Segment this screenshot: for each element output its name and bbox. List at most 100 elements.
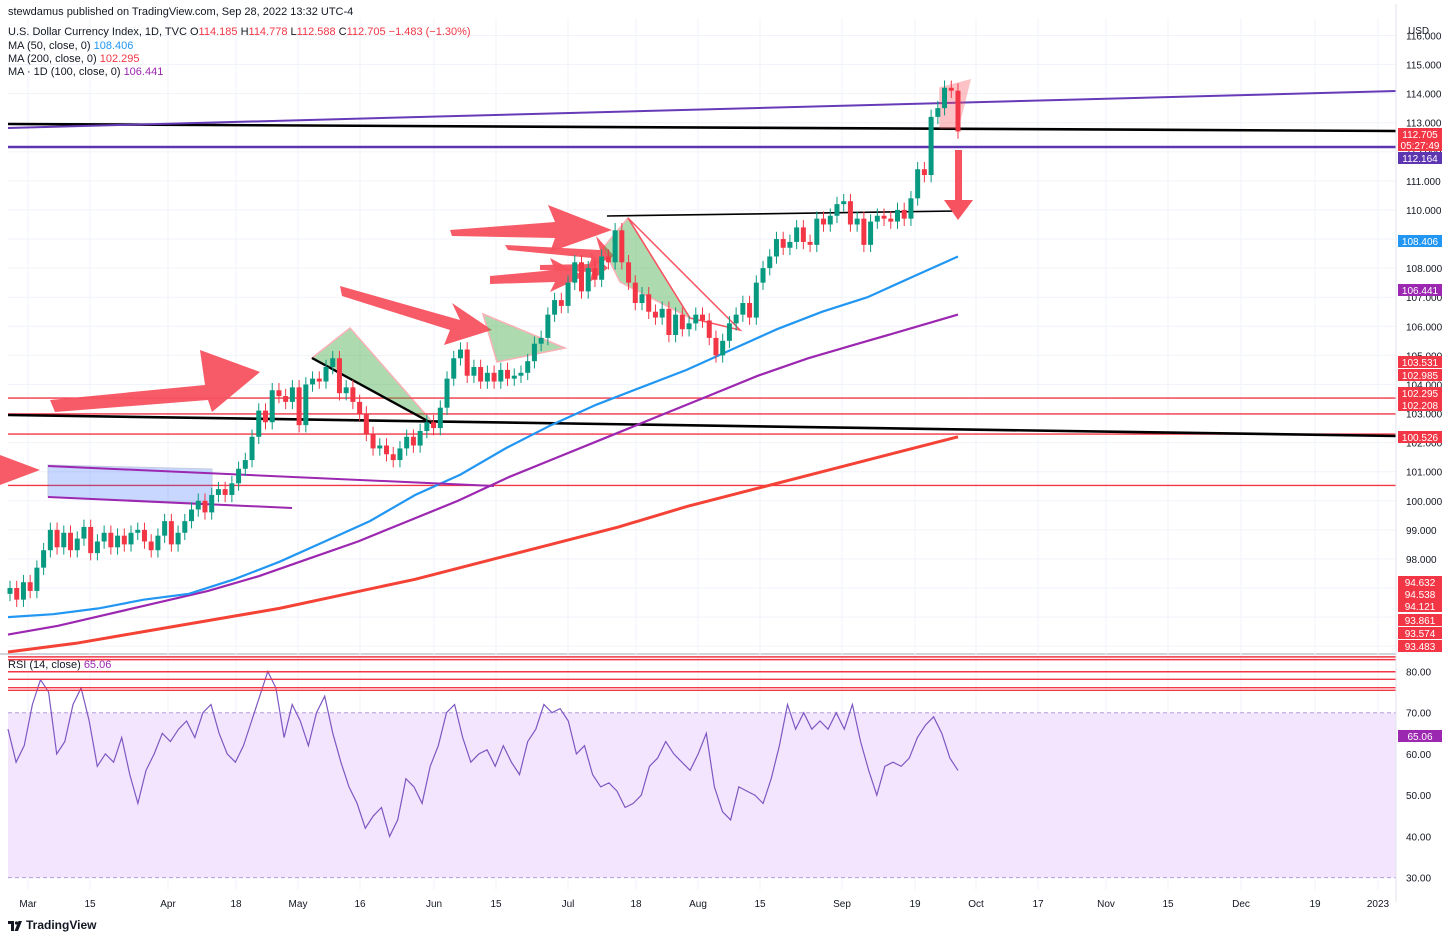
candle-body (410, 436, 416, 446)
price-badge-label: 94.632 (1405, 578, 1436, 589)
tradingview-brand[interactable]: TradingView (8, 918, 96, 932)
candle-body (827, 215, 833, 225)
candle-body (531, 343, 537, 362)
candle-body (505, 369, 511, 379)
price-badge-label: 112.164 (1402, 154, 1438, 165)
price-tick-label: 101.000 (1406, 468, 1443, 479)
price-badge (1398, 139, 1442, 151)
price-badge-label: 93.483 (1405, 642, 1436, 653)
candle-body (229, 483, 235, 495)
candle-body (437, 407, 443, 429)
candle-body (289, 387, 295, 402)
time-axis[interactable]: Mar 15 Apr 18 May 16 Jun 15 Jul 18 Aug 15 Sep 19 Oct 17… (19, 899, 1389, 910)
candle-body (162, 521, 168, 536)
time-tick-label: Dec (1232, 899, 1250, 910)
candle-body (498, 369, 504, 382)
price-badge-label: 103.531 (1402, 358, 1439, 369)
arrow-june-top (450, 205, 612, 252)
low-label: L (290, 26, 297, 38)
time-tick-label: 19 (909, 899, 921, 910)
time-tick-label: Aug (689, 899, 707, 910)
candle-body (686, 323, 692, 330)
price-tick-label: 115.000 (1406, 61, 1442, 72)
ma100-value: 106.441 (123, 66, 164, 78)
ma100-legend[interactable]: MA · 1D (100, close, 0) 106.441 (8, 66, 163, 78)
candle-body (457, 349, 463, 359)
price-badge (1398, 399, 1442, 411)
price-tick-label: 106.000 (1406, 322, 1443, 333)
candle-body (679, 314, 685, 330)
price-axis[interactable]: USD95.00096.00097.00098.00099.000100.000… (1395, 4, 1443, 902)
price-badge (1398, 640, 1442, 652)
rsi-legend[interactable]: RSI (14, close) 65.06 (8, 659, 111, 671)
rsi-badge (1398, 730, 1442, 742)
time-tick-label: 15 (490, 899, 502, 910)
candle-body (310, 378, 316, 385)
price-tick-label: 114.000 (1406, 90, 1442, 101)
candle-body (424, 422, 430, 431)
candle-body (854, 218, 860, 225)
time-tick-label: Sep (833, 899, 851, 910)
time-tick-label: Nov (1097, 899, 1115, 910)
candle-body (847, 201, 853, 225)
ma50-legend[interactable]: MA (50, close, 0) 108.406 (8, 40, 133, 52)
candle-body (646, 294, 652, 312)
candle-body (942, 87, 948, 109)
symbol-name[interactable]: U.S. Dollar Currency Index, 1D, TVC (8, 26, 187, 38)
candle-body (417, 430, 423, 446)
time-tick-label: 16 (354, 899, 366, 910)
price-tick-label: 100.000 (1406, 497, 1443, 508)
time-tick-label: Jun (426, 899, 442, 910)
candle-body (135, 529, 141, 533)
candle-body (558, 300, 564, 306)
candle-body (121, 535, 127, 545)
candle-body (565, 282, 571, 306)
time-tick-label: Mar (19, 899, 37, 910)
candle-body (901, 209, 907, 219)
close-label: C (338, 26, 347, 38)
candle-body (303, 384, 309, 426)
candle-body (478, 366, 484, 382)
time-tick-label: 19 (1309, 899, 1321, 910)
arrow-left-edge (0, 455, 40, 485)
purple-trendline (7, 90, 1397, 129)
price-tick-label: 104.000 (1406, 380, 1443, 391)
candle-body (451, 358, 457, 379)
candle-body (41, 550, 47, 568)
black-trendline-bottom (7, 413, 1397, 438)
candle-body (605, 256, 611, 263)
candle-body (874, 215, 880, 222)
change-value: −1.483 (−1.30%) (388, 26, 471, 38)
price-badge-label: 102.295 (1402, 389, 1439, 400)
time-tick-label: Oct (968, 899, 984, 910)
candle-body (740, 303, 746, 315)
price-tick-label: 99.000 (1406, 526, 1437, 537)
ma200-legend[interactable]: MA (200, close, 0) 102.295 (8, 53, 139, 65)
candle-body (88, 526, 94, 554)
candlesticks (7, 80, 961, 607)
candle-body (599, 256, 605, 280)
candle-body (128, 532, 134, 545)
candle-body (404, 436, 410, 449)
price-tick-label: 102.000 (1406, 439, 1443, 450)
candle-body (773, 239, 779, 257)
red-wedge-outline (627, 217, 743, 332)
time-tick-label: 15 (754, 899, 766, 910)
candle-body (511, 375, 517, 379)
candle-body (639, 294, 645, 304)
price-badge (1398, 588, 1442, 600)
price-badge-label: 100.526 (1402, 433, 1439, 444)
candle-body (491, 372, 497, 382)
candle-body (632, 282, 638, 304)
drawing-annotations (0, 78, 973, 509)
candle-body (47, 529, 53, 551)
tradingview-brand-text: TradingView (26, 918, 97, 932)
high-label: H (240, 26, 249, 38)
candle-body (908, 198, 914, 219)
price-badge (1398, 387, 1442, 399)
candle-body (74, 538, 80, 551)
moving-averages (7, 255, 959, 654)
price-badge-label: 102.985 (1402, 371, 1439, 382)
candle-body (101, 532, 107, 542)
